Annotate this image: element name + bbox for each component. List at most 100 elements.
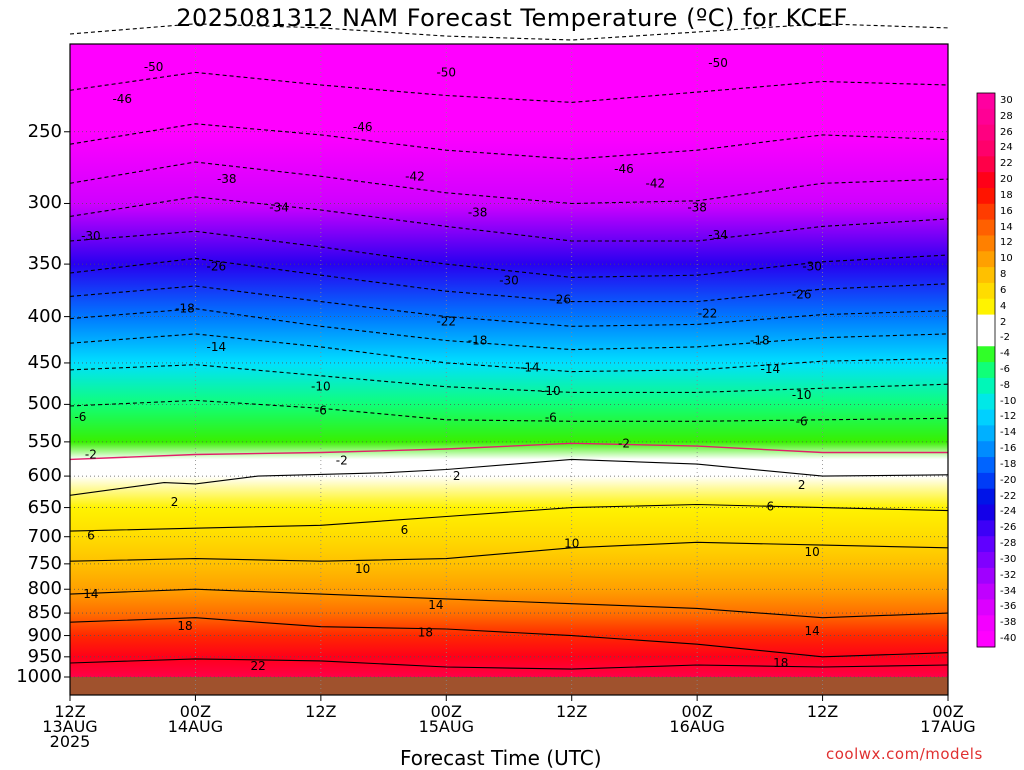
x-tick-label: 12Z (522, 702, 622, 721)
colorbar-swatch (977, 488, 995, 506)
freezing-line (69, 442, 948, 461)
colorbar-swatch (977, 441, 995, 458)
contour-label: -50 (708, 56, 728, 70)
contour-label: -22 (698, 307, 718, 321)
contour-label: 18 (773, 656, 788, 670)
y-tick-label: 650 (27, 496, 62, 518)
y-tick-label: 600 (27, 465, 62, 487)
isotherm-line (69, 23, 949, 41)
contour-label: -18 (175, 302, 195, 316)
colorbar-label: 28 (1000, 110, 1013, 122)
y-tick-label: 800 (27, 578, 62, 600)
colorbar-swatch (977, 267, 995, 284)
contour-label: -6 (315, 404, 327, 418)
contour-label: -6 (74, 410, 86, 424)
x-tick-label: 12Z (271, 702, 371, 721)
colorbar-label: 16 (1000, 205, 1013, 217)
colorbar-label: -38 (1000, 617, 1017, 629)
temperature-fill (70, 44, 948, 677)
contour-label: 2 (171, 495, 179, 509)
colorbar-swatch (977, 393, 995, 411)
x-tick-label-line: 13AUG (42, 717, 98, 736)
isotherm-line (69, 71, 949, 103)
credit-text: coolwx.com/models (826, 745, 983, 763)
contour-label: -46 (614, 162, 634, 176)
contour-label: -18 (750, 333, 770, 347)
colorbar-swatch (977, 472, 995, 490)
colorbar-swatch (977, 377, 995, 395)
contour-label: -14 (520, 360, 540, 374)
colorbar-swatch (977, 172, 995, 189)
x-tick-label-line: 12Z (305, 702, 337, 721)
contour-label: 6 (87, 529, 95, 543)
colorbar-label: -16 (1000, 443, 1017, 455)
contour-label: -10 (311, 380, 331, 394)
colorbar-swatch (977, 346, 995, 363)
x-tick-label: 12Z 13AUG 2025 (20, 702, 120, 750)
contour-label: -26 (551, 293, 571, 307)
contour-label: -50 (436, 65, 456, 79)
colorbar-label: -20 (1000, 474, 1017, 486)
isotherm-line (69, 161, 949, 205)
colorbar-label: -6 (1000, 364, 1010, 375)
x-tick-label-line: 15AUG (418, 717, 474, 736)
contour-label: 2 (453, 469, 461, 483)
colorbar-label: -18 (1000, 458, 1017, 470)
isotherm-line (69, 230, 949, 278)
x-tick-label-line: 12Z (806, 702, 839, 721)
isotherm-line (69, 285, 949, 327)
contour-label: -2 (336, 454, 348, 468)
y-tick-label: 250 (27, 120, 62, 142)
contour-label: -42 (646, 176, 666, 190)
contour-label: -10 (792, 388, 812, 402)
colorbar-swatch (977, 409, 995, 426)
contour-label: 10 (355, 562, 370, 576)
contour-label: 14 (428, 598, 443, 612)
contour-label: -34 (269, 200, 289, 214)
y-tick-label: 750 (27, 552, 62, 574)
x-tick-label-line: 12Z (54, 702, 86, 721)
colorbar-swatch (977, 504, 995, 521)
colorbar-swatch (977, 219, 995, 236)
x-tick-label-line: 00Z (932, 702, 964, 721)
colorbar-label: 2 (1000, 316, 1007, 328)
colorbar-label: 4 (1000, 300, 1007, 312)
colorbar-label: 20 (1000, 174, 1013, 186)
colorbar-label: 12 (1000, 237, 1013, 249)
colorbar-label: 24 (1000, 142, 1013, 154)
colorbar-swatch (977, 536, 995, 553)
colorbar-label: 18 (1000, 189, 1013, 201)
colorbar-swatch (977, 362, 995, 379)
x-tick-label-line: 00Z (430, 702, 462, 721)
x-tick-label: 00Z 17AUG (898, 702, 998, 735)
colorbar-label: -30 (1000, 553, 1017, 565)
isotherm-line (69, 308, 949, 351)
y-tick-label: 950 (27, 645, 62, 667)
contour-label: -18 (468, 333, 488, 347)
colorbar-label: 14 (1000, 221, 1013, 233)
colorbar-label: -24 (1000, 506, 1017, 518)
isotherm-line (69, 257, 949, 303)
isotherm-line (69, 658, 949, 670)
colorbar-swatch (977, 187, 995, 205)
contour-label: 2 (798, 478, 806, 492)
colorbar-label: -26 (1000, 522, 1017, 534)
x-tick-label-line: 00Z (681, 702, 713, 721)
colorbar-swatch (977, 457, 995, 474)
colorbar-label: -10 (1000, 395, 1017, 407)
colorbar-label: -28 (1000, 538, 1017, 550)
isotherm-line (69, 617, 949, 658)
contour-label: -30 (802, 259, 822, 273)
colorbar-label: 30 (1000, 94, 1013, 106)
colorbar-swatch (977, 425, 995, 442)
colorbar-swatch (977, 298, 995, 316)
colorbar-swatch (977, 330, 995, 347)
contour-label: -38 (468, 206, 488, 220)
x-tick-label-line: 12Z (556, 702, 588, 721)
colorbar-label: 10 (1000, 253, 1013, 265)
x-axis-label: Forecast Time (UTC) (400, 746, 602, 770)
contour-label: -34 (708, 228, 728, 242)
colorbar-swatch (977, 567, 995, 585)
contour-label: -6 (545, 411, 557, 425)
y-tick-label: 500 (27, 393, 62, 415)
